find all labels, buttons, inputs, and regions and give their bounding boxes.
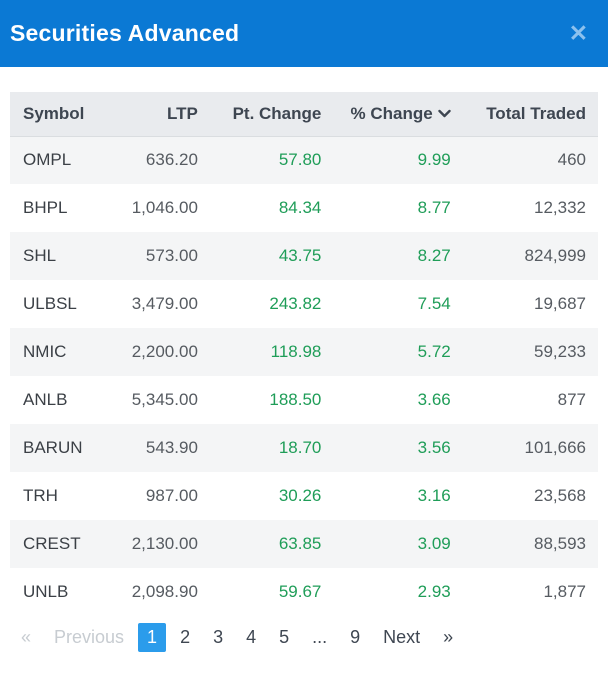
cell-symbol: ANLB [23,390,68,409]
cell-pt-change: 59.67 [278,582,322,601]
column-header-pct-change[interactable]: % Change [333,92,463,137]
cell-symbol: NMIC [23,342,67,361]
cell-ltp: 5,345.00 [131,390,198,409]
cell-pt-change: 63.85 [278,534,322,553]
cell-ltp: 1,046.00 [131,198,198,217]
pagination-page-1[interactable]: 1 [138,623,167,652]
cell-symbol: CREST [23,534,81,553]
cell-pct-change: 3.09 [417,534,451,553]
table-row: TRH 987.00 30.26 3.16 23,568 [10,472,598,520]
table-row: UNLB 2,098.90 59.67 2.93 1,877 [10,568,598,616]
cell-ltp: 3,479.00 [131,294,198,313]
cell-pt-change: 118.98 [270,342,322,361]
cell-ltp: 987.00 [145,486,198,505]
securities-advanced-modal: Securities Advanced ✕ Symbol LTP Pt. Cha… [0,0,608,652]
cell-pct-change: 7.54 [417,294,451,313]
column-header-pt-change[interactable]: Pt. Change [209,92,334,137]
cell-ltp: 573.00 [145,246,198,265]
table-row: ANLB 5,345.00 188.50 3.66 877 [10,376,598,424]
table-body: OMPL 636.20 57.80 9.99 460 BHPL 1,046.00… [10,136,598,616]
table-row: SHL 573.00 43.75 8.27 824,999 [10,232,598,280]
column-header-symbol[interactable]: Symbol [10,92,122,137]
table-row: ULBSL 3,479.00 243.82 7.54 19,687 [10,280,598,328]
column-header-total-traded[interactable]: Total Traded [462,92,598,137]
cell-symbol: ULBSL [23,294,77,313]
modal-title: Securities Advanced [10,20,240,46]
cell-pct-change: 9.99 [417,150,451,170]
pagination-page-5[interactable]: 5 [279,627,290,647]
cell-ltp: 636.20 [145,150,198,170]
cell-total-traded: 19,687 [534,294,586,313]
cell-total-traded: 88,593 [534,534,586,553]
table-row: NMIC 2,200.00 118.98 5.72 59,233 [10,328,598,376]
cell-total-traded: 12,332 [534,198,586,217]
table-row: CREST 2,130.00 63.85 3.09 88,593 [10,520,598,568]
cell-pt-change: 43.75 [278,246,322,265]
cell-total-traded: 460 [557,150,586,170]
securities-table: Symbol LTP Pt. Change % Change Total Tra… [10,92,598,616]
cell-symbol: OMPL [23,150,72,170]
cell-total-traded: 877 [557,390,586,409]
cell-pct-change: 8.77 [417,198,451,217]
cell-pct-change: 3.16 [417,486,451,505]
pagination: « Previous 1 2 3 4 5... 9 Next » [12,623,598,652]
cell-pct-change: 3.56 [417,438,451,457]
pagination-next-arrow[interactable]: » [443,627,454,647]
cell-pct-change: 8.27 [417,246,451,265]
cell-pt-change: 18.70 [278,438,322,457]
cell-ltp: 2,130.00 [131,534,198,553]
cell-pct-change: 3.66 [417,390,451,409]
table-row: BHPL 1,046.00 84.34 8.77 12,332 [10,184,598,232]
sort-desc-chevron-icon [438,109,451,118]
securities-table-wrap: Symbol LTP Pt. Change % Change Total Tra… [10,92,598,616]
cell-symbol: SHL [23,246,57,265]
cell-total-traded: 824,999 [524,246,586,265]
table-header-row: Symbol LTP Pt. Change % Change Total Tra… [10,92,598,137]
pagination-pages: 1 2 3 4 5... 9 [138,623,369,652]
cell-pt-change: 84.34 [278,198,322,217]
cell-pt-change: 57.80 [278,150,322,170]
pagination-prev-arrow: « [21,627,32,647]
pagination-next[interactable]: Next [383,627,421,647]
cell-pt-change: 30.26 [278,486,322,505]
close-button[interactable]: ✕ [565,20,592,47]
pct-change-label: % Change [350,103,433,123]
column-header-ltp[interactable]: LTP [121,92,210,137]
cell-pct-change: 2.93 [417,582,451,601]
pagination-previous: Previous [54,627,125,647]
cell-symbol: BARUN [23,438,83,457]
pagination-page-9[interactable]: 9 [350,627,361,647]
cell-pt-change: 243.82 [269,294,322,313]
cell-symbol: BHPL [23,198,68,217]
close-icon: ✕ [568,20,588,46]
cell-ltp: 543.90 [145,438,198,457]
cell-symbol: UNLB [23,582,69,601]
cell-total-traded: 101,666 [524,438,586,457]
cell-pct-change: 5.72 [417,342,451,361]
cell-symbol: TRH [23,486,58,505]
table-row: BARUN 543.90 18.70 3.56 101,666 [10,424,598,472]
pagination-page-2[interactable]: 2 [180,627,191,647]
table-row: OMPL 636.20 57.80 9.99 460 [10,136,598,184]
pagination-page-3[interactable]: 3 [213,627,224,647]
cell-pt-change: 188.50 [269,390,322,409]
cell-ltp: 2,098.90 [131,582,198,601]
pagination-page-4[interactable]: 4 [246,627,257,647]
cell-ltp: 2,200.00 [131,342,198,361]
cell-total-traded: 59,233 [534,342,586,361]
cell-total-traded: 23,568 [534,486,586,505]
pagination-ellipsis: ... [312,627,328,647]
cell-total-traded: 1,877 [543,582,586,601]
modal-header: Securities Advanced ✕ [0,0,608,67]
